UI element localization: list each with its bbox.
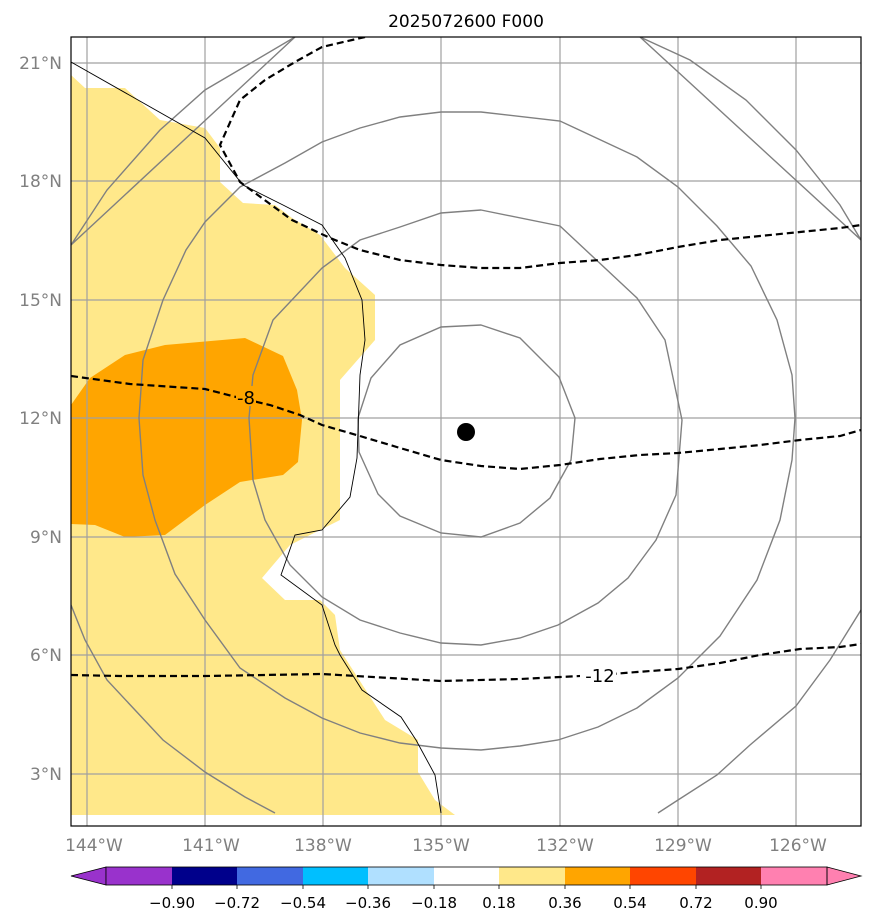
colorbar-seg-5 [434,867,499,885]
contour-label-minus12: -12 [585,666,614,687]
lat-label-18n: 18°N [19,172,62,192]
colorbar-seg-0 [106,867,172,885]
plot-area: -8 -12 [71,37,861,826]
colorbar-label-5: 0.18 [482,894,515,912]
colorbar-label-0: −0.90 [149,894,195,912]
gridlines [71,37,861,826]
lat-label-21n: 21°N [19,54,62,74]
range-circle-3 [138,111,796,751]
colorbar-label-2: −0.54 [280,894,326,912]
lon-labels: 144°W 141°W 138°W 135°W 132°W 129°W 126°… [65,836,827,856]
colorbar-seg-7 [565,867,630,885]
colorbar-seg-4 [368,867,434,885]
lat-label-15n: 15°N [19,291,62,311]
lon-label-126w: 126°W [769,836,827,856]
storm-center-marker [457,423,475,441]
range-circles [71,37,861,814]
lon-label-141w: 141°W [182,836,240,856]
colorbar-label-8: 0.72 [679,894,712,912]
map-title: 2025072600 F000 [388,12,544,32]
lat-label-12n: 12°N [19,409,62,429]
plot-frame [70,36,862,827]
colorbar-seg-8 [630,867,696,885]
boundary-line [71,61,442,814]
range-circle-4d [657,609,861,814]
label-bg-8 [236,386,256,406]
colorbar-seg-9 [696,867,761,885]
label-bg-12 [580,664,616,686]
colorbar: −0.90 −0.72 −0.54 −0.36 −0.18 0.18 0.36 … [70,866,863,912]
lon-label-129w: 129°W [654,836,712,856]
colorbar-seg-3 [303,867,368,885]
colorbar-seg-6 [499,867,565,885]
colorbar-seg-1 [172,867,237,885]
lon-label-135w: 135°W [412,836,470,856]
colorbar-label-3: −0.36 [345,894,391,912]
colorbar-seg-10 [761,867,827,885]
lat-label-9n: 9°N [30,528,62,548]
colorbar-label-1: −0.72 [214,894,260,912]
lat-label-6n: 6°N [30,646,62,666]
colorbar-label-6: 0.36 [548,894,581,912]
lon-label-144w: 144°W [65,836,123,856]
range-circle-1 [357,324,576,538]
lat-labels: 21°N 18°N 15°N 12°N 9°N 6°N 3°N [19,54,62,785]
contour-top [218,37,861,270]
range-circle-2 [248,209,683,646]
colorbar-frame [105,866,828,886]
contour-label-minus8: -8 [237,388,255,409]
colorbar-extend-left [70,866,107,886]
colorbar-label-4: −0.18 [411,894,457,912]
lon-label-132w: 132°W [536,836,594,856]
range-circle-4c [71,604,276,814]
colorbar-label-7: 0.54 [613,894,646,912]
colorbar-extend-right [826,866,863,886]
lon-label-138w: 138°W [294,836,352,856]
lat-label-3n: 3°N [30,765,62,785]
range-circle-4b [639,37,861,241]
colorbar-label-9: 0.90 [744,894,777,912]
range-circle-4 [71,37,296,246]
colorbar-seg-2 [237,867,303,885]
